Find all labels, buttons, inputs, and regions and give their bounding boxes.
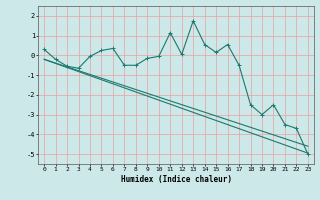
X-axis label: Humidex (Indice chaleur): Humidex (Indice chaleur) [121,175,231,184]
